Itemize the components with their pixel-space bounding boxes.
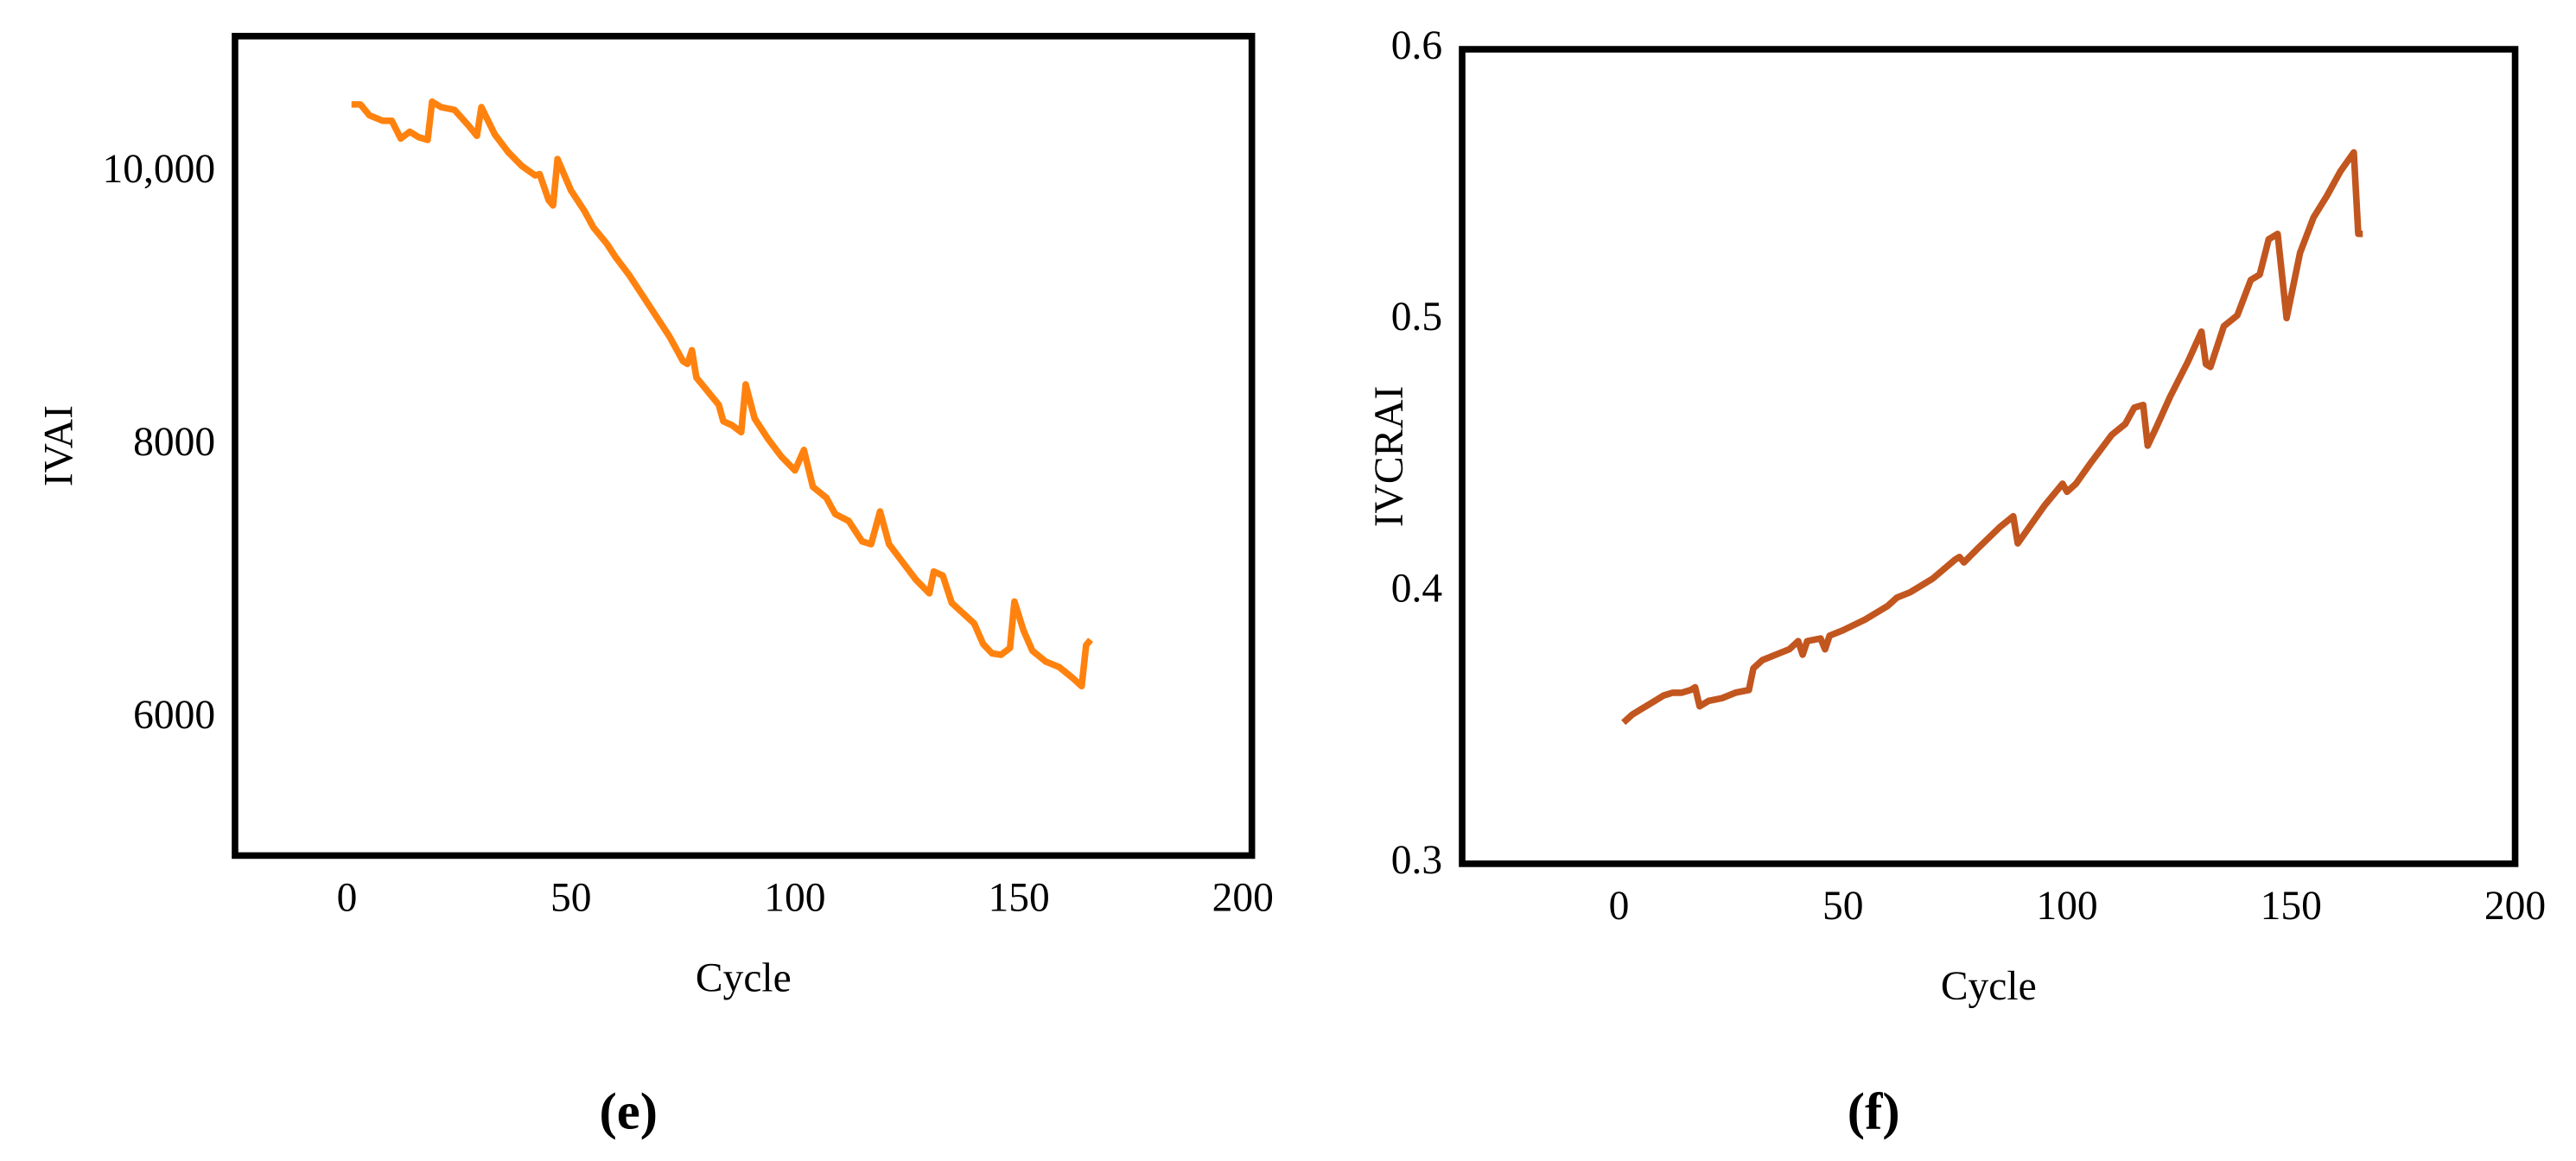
y-tick-label: 10,000 xyxy=(102,147,215,192)
y-tick-label: 0.4 xyxy=(1391,567,1443,612)
plot-frame xyxy=(232,33,1256,860)
x-tick-label: 0 xyxy=(1609,884,1630,929)
x-tick-label: 200 xyxy=(2484,884,2546,929)
panel-label: (f) xyxy=(1848,1083,1900,1141)
x-tick-label: 150 xyxy=(988,876,1049,921)
x-axis-label: Cycle xyxy=(696,956,792,1001)
y-axis-label: IVAI xyxy=(36,405,81,486)
x-tick-label: 50 xyxy=(550,876,592,921)
y-tick-label: 0.3 xyxy=(1391,838,1442,883)
x-tick-label: 0 xyxy=(337,876,358,921)
plot-frame xyxy=(1459,46,2519,867)
y-tick-label: 6000 xyxy=(133,693,215,738)
y-axis-label: IVCRAI xyxy=(1367,386,1412,528)
x-axis-label: Cycle xyxy=(1941,964,2037,1009)
x-tick-label: 100 xyxy=(2036,884,2097,929)
y-tick-label: 0.6 xyxy=(1391,23,1442,68)
panel-label: (e) xyxy=(599,1083,658,1141)
data-line xyxy=(1621,149,2363,726)
x-tick-label: 150 xyxy=(2261,884,2322,929)
y-tick-label: 8000 xyxy=(133,420,215,465)
data-line xyxy=(351,98,1093,690)
y-tick-label: 0.5 xyxy=(1391,295,1442,339)
x-tick-label: 50 xyxy=(1822,884,1864,929)
x-tick-label: 100 xyxy=(764,876,825,921)
x-tick-label: 200 xyxy=(1212,876,1274,921)
